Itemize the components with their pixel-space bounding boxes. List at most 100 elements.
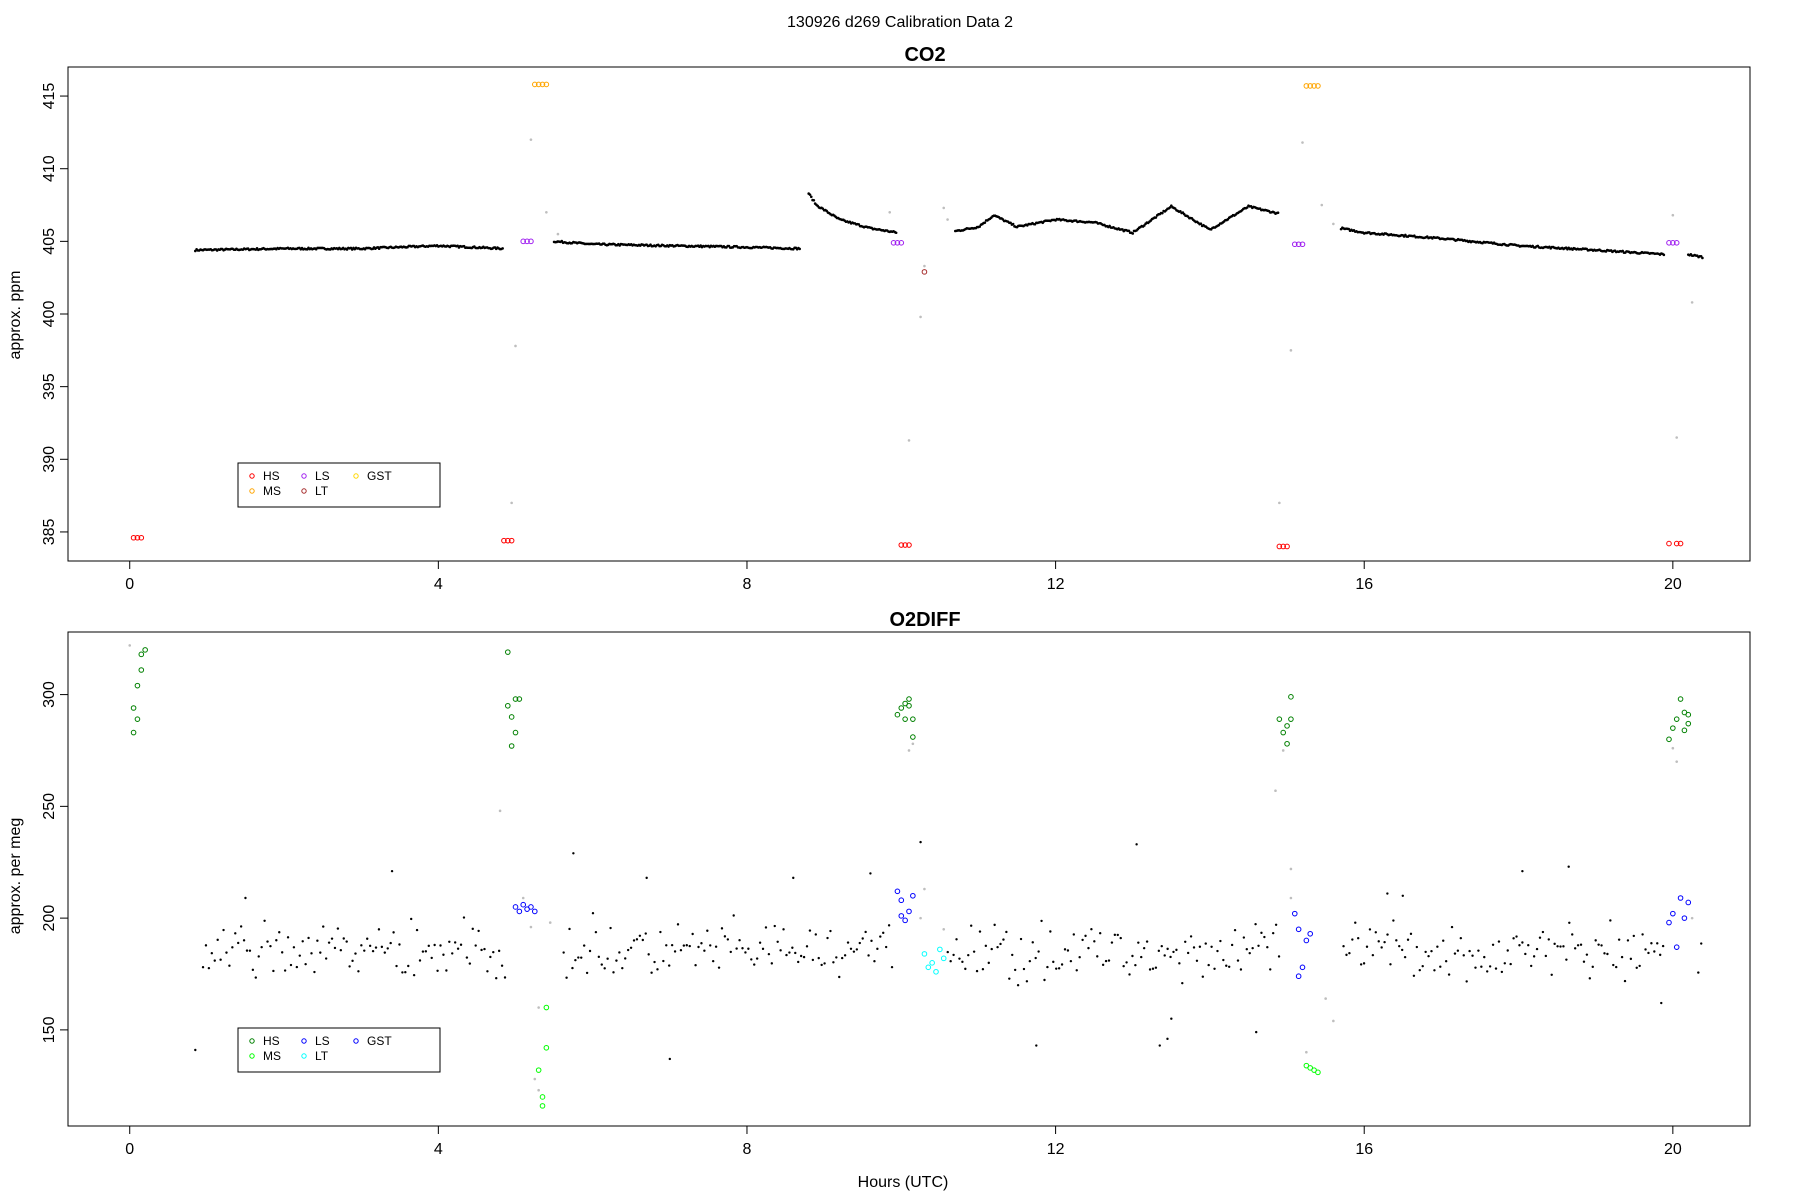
o2diff-data-point <box>213 959 216 962</box>
o2diff-data-point <box>999 942 1002 946</box>
o2diff-data-point <box>758 941 762 944</box>
o2diff-data-point <box>864 930 867 934</box>
o2diff-data-point <box>665 944 668 947</box>
o2diff-data-point <box>978 930 982 933</box>
co2-y-tick-label: 415 <box>41 83 58 110</box>
o2diff-cal-point-ls <box>1295 926 1302 933</box>
o2diff-data-point <box>961 960 964 964</box>
co2-flagged-point <box>1278 501 1281 505</box>
o2diff-data-point <box>1471 954 1474 957</box>
o2diff-legend-swatch <box>301 1053 307 1059</box>
o2diff-data-point <box>1430 949 1433 953</box>
o2diff-data-point <box>1052 960 1055 964</box>
co2-y-tick-label: 390 <box>41 446 58 473</box>
o2diff-data-point <box>1028 959 1032 963</box>
o2diff-outlier-point <box>792 876 795 880</box>
o2diff-data-point <box>843 954 847 957</box>
o2diff-data-point <box>773 924 776 928</box>
o2diff-data-point <box>354 952 357 955</box>
o2diff-data-point <box>835 956 838 959</box>
o2diff-data-point <box>1257 944 1260 947</box>
o2diff-data-point <box>870 939 873 943</box>
o2diff-data-point <box>1357 937 1360 940</box>
o2diff-data-point <box>398 943 401 946</box>
co2-x-tick-label: 12 <box>1047 576 1065 593</box>
co2-axes: 0 4 8 12 16 20 385 390 395 400 405 410 415 <box>41 83 1682 593</box>
o2diff-cal-point-hs <box>1280 729 1287 736</box>
o2diff-marks <box>128 644 1703 1109</box>
o2diff-data-point <box>1031 941 1034 944</box>
o2diff-data-point <box>1160 944 1163 948</box>
co2-cal-point-ls <box>1666 240 1672 246</box>
o2diff-data-point <box>345 940 348 943</box>
o2diff-data-point <box>840 956 844 960</box>
o2diff-cal-point-hs <box>516 696 523 702</box>
o2diff-data-point <box>1483 955 1486 959</box>
o2diff-cal-point-lt <box>921 951 928 957</box>
o2diff-outlier-point <box>919 840 922 844</box>
o2diff-data-point <box>782 928 785 931</box>
o2diff-data-point <box>1034 956 1037 960</box>
o2diff-cal-point-hs <box>906 696 912 702</box>
o2diff-data-point <box>278 931 281 934</box>
o2diff-data-point <box>993 923 996 927</box>
o2diff-data-point <box>1192 946 1196 949</box>
o2diff-data-point <box>1365 945 1369 948</box>
o2diff-data-point <box>456 947 460 950</box>
o2diff-data-point <box>1617 938 1621 941</box>
o2diff-data-point <box>794 951 797 955</box>
o2diff-cal-point-ls <box>520 901 527 908</box>
o2diff-cal-point-ls <box>512 904 519 910</box>
co2-data-point <box>1199 222 1203 226</box>
o2diff-cal-point-hs <box>504 649 511 655</box>
o2diff-data-point <box>222 928 225 932</box>
o2diff-data-point <box>445 969 448 972</box>
o2diff-data-point <box>785 953 788 957</box>
o2diff-data-point <box>1184 940 1187 944</box>
co2-cal-point-hs <box>906 542 912 548</box>
o2diff-data-point <box>1046 965 1049 969</box>
o2diff-data-point <box>1351 938 1354 941</box>
o2diff-data-point <box>1418 968 1421 972</box>
o2diff-data-point <box>1591 965 1594 969</box>
co2-cal-point-ms <box>1315 83 1321 89</box>
o2diff-data-point <box>1491 943 1495 946</box>
o2diff-data-point <box>433 943 436 947</box>
co2-y-axis-label: approx. ppm <box>7 271 24 360</box>
o2diff-cal-point-hs <box>1685 720 1692 727</box>
o2diff-data-point <box>1069 959 1073 963</box>
o2diff-cal-point-ls <box>1666 919 1672 926</box>
o2diff-data-point <box>1615 965 1618 969</box>
o2diff-data-point <box>811 958 815 962</box>
o2diff-legend-swatch <box>301 1038 307 1044</box>
co2-cal-point-hs <box>501 537 507 544</box>
o2diff-outlier-point <box>1035 1044 1038 1047</box>
o2diff-data-point <box>846 941 850 944</box>
o2diff-cal-point-ls <box>1670 910 1676 917</box>
co2-data-point <box>501 247 504 250</box>
co2-cal-point-ms <box>531 81 538 88</box>
o2diff-flagged-point <box>1324 997 1327 1000</box>
o2diff-data-point <box>1049 930 1052 933</box>
o2diff-x-tick-label: 16 <box>1355 1141 1373 1158</box>
o2diff-data-point <box>1588 977 1592 980</box>
o2diff-data-point <box>975 969 979 973</box>
o2diff-data-point <box>1269 968 1272 971</box>
o2diff-data-point <box>1348 951 1351 955</box>
o2diff-data-point <box>990 947 993 951</box>
co2-cal-point-hs <box>130 534 137 541</box>
o2diff-data-point <box>1486 970 1489 973</box>
o2diff-data-point <box>1427 954 1430 958</box>
o2diff-data-point <box>585 971 589 975</box>
o2diff-data-point <box>342 937 345 940</box>
co2-flagged-point <box>514 344 517 348</box>
o2diff-cal-point-hs <box>1288 694 1294 700</box>
o2diff-outlier-point <box>244 896 247 900</box>
o2diff-flagged-point <box>498 809 502 813</box>
o2diff-data-point <box>1274 923 1278 926</box>
co2-data-point <box>1701 256 1704 260</box>
co2-cal-point-hs <box>138 534 145 541</box>
o2diff-flagged-point <box>1289 867 1293 871</box>
o2diff-data-point <box>1084 934 1087 938</box>
o2diff-data-point <box>1005 930 1008 934</box>
